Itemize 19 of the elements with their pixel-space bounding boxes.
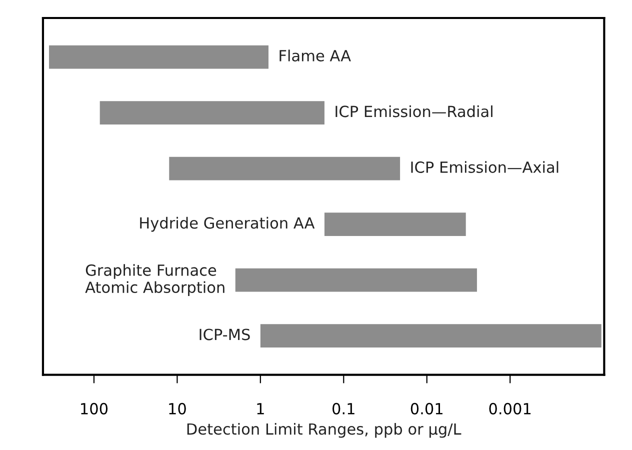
bar	[260, 324, 602, 348]
x-tick-label: 0.1	[332, 402, 354, 414]
bar	[100, 101, 324, 124]
y-tick-label: ICP-MS	[200, 328, 250, 340]
bar	[49, 45, 268, 69]
y-tick-label: ICP Emission—Axial	[411, 161, 558, 173]
x-axis-title: Detection Limit Ranges, ppb or µg/L	[187, 422, 462, 438]
bar	[169, 156, 400, 180]
y-tick-label: ICP Emission—Radial	[336, 105, 492, 118]
x-tick-label: 1	[257, 403, 264, 414]
y-tick-label: Hydride Generation AA	[140, 216, 315, 232]
y-tick-label: Flame AA	[280, 50, 351, 62]
x-tick-label: 10	[169, 402, 186, 414]
x-tick-label: 0.01	[410, 402, 442, 414]
y-tick-label: Graphite Furnace Atomic Absorption	[85, 264, 224, 296]
x-tick-label: 0.001	[489, 402, 531, 414]
x-tick-label: 100	[81, 402, 108, 414]
bar	[235, 268, 477, 292]
bar	[324, 212, 466, 236]
